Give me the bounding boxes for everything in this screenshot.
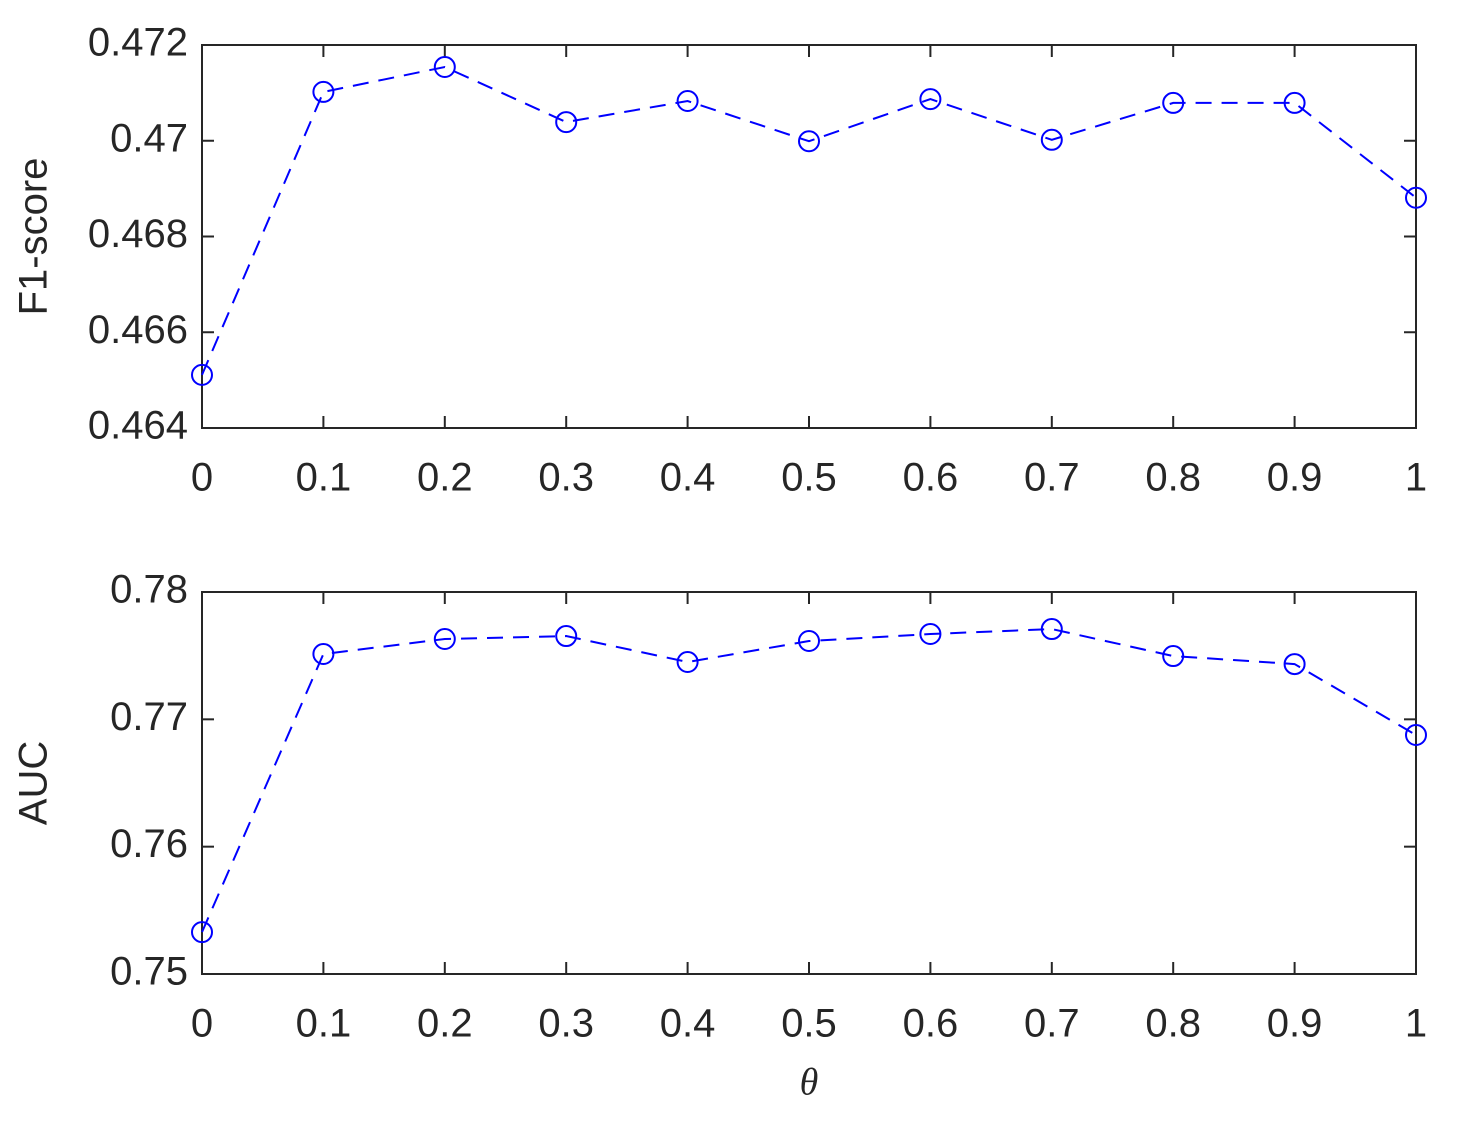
- x-tick-label: 0.9: [1267, 1002, 1323, 1046]
- x-tick-label: 0.3: [538, 456, 594, 500]
- x-tick-label: 0.7: [1024, 456, 1080, 500]
- x-tick-label: 0.5: [781, 456, 837, 500]
- x-tick-label: 0: [191, 1002, 213, 1046]
- x-tick-label: 0.7: [1024, 1002, 1080, 1046]
- x-tick-label: 0.1: [296, 456, 352, 500]
- data-point: [1283, 653, 1306, 676]
- data-point: [676, 651, 699, 674]
- y-tick-label: 0.78: [110, 568, 188, 612]
- data-point: [1283, 91, 1306, 114]
- data-point: [312, 643, 335, 666]
- data-point: [433, 627, 456, 650]
- data-point: [1162, 645, 1185, 668]
- y-tick-label: 0.76: [110, 822, 188, 866]
- y-tick-label: 0.472: [88, 21, 188, 65]
- data-point: [555, 111, 578, 134]
- x-tick-label: 0.1: [296, 1002, 352, 1046]
- x-tick-label: 1: [1405, 1002, 1427, 1046]
- y-tick-label: 0.468: [88, 212, 188, 256]
- x-tick-label: 0.9: [1267, 456, 1323, 500]
- x-tick-label: 0.3: [538, 1002, 594, 1046]
- x-tick-label: 0.8: [1145, 1002, 1201, 1046]
- data-point: [798, 630, 820, 653]
- data-point: [676, 90, 699, 113]
- data-point: [1162, 91, 1185, 114]
- x-tick-label: 0.6: [903, 456, 959, 500]
- x-tick-label: 0.4: [660, 456, 716, 500]
- x-tick-label: 0.2: [417, 456, 473, 500]
- x-tick-label: 0.6: [903, 1002, 959, 1046]
- data-line: [201, 628, 1417, 933]
- data-point: [798, 130, 820, 153]
- y-tick-label: 0.466: [88, 308, 188, 352]
- y-tick-label: 0.47: [110, 116, 188, 160]
- data-point: [919, 88, 942, 111]
- x-tick-label: 0.5: [781, 1002, 837, 1046]
- y-tick-label: 0.464: [88, 404, 188, 448]
- data-point: [433, 56, 456, 79]
- y-axis-label: AUC: [12, 741, 56, 825]
- y-axis-label: F1-score: [12, 158, 56, 316]
- data-point: [312, 80, 335, 103]
- x-tick-label: 0.8: [1145, 456, 1201, 500]
- x-tick-label: 0.2: [417, 1002, 473, 1046]
- data-point: [555, 625, 578, 648]
- axes-box: [201, 591, 1417, 975]
- data-point: [919, 623, 942, 646]
- x-tick-label: 1: [1405, 456, 1427, 500]
- x-axis-label: θ: [800, 1062, 819, 1104]
- y-tick-label: 0.77: [110, 695, 188, 739]
- x-tick-label: 0.4: [660, 1002, 716, 1046]
- x-tick-label: 0: [191, 456, 213, 500]
- y-tick-label: 0.75: [110, 950, 188, 994]
- data-line: [201, 65, 1417, 376]
- data-point: [1405, 186, 1427, 209]
- data-point: [191, 921, 213, 944]
- data-point: [1040, 618, 1063, 641]
- data-point: [1040, 128, 1063, 151]
- data-point: [1405, 723, 1427, 746]
- data-point: [191, 363, 213, 386]
